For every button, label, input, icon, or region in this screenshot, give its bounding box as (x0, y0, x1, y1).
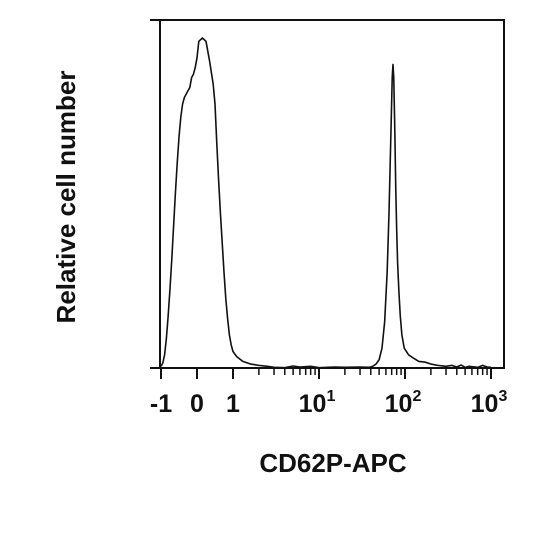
x-tick-labels: -1 0 1 101 102 103 (150, 388, 508, 418)
x-tick-label-4: 102 (385, 388, 422, 418)
x-tick-label-3: 101 (299, 388, 336, 418)
x-tick-label-1: 0 (190, 390, 204, 418)
series-line (160, 37, 492, 369)
x-tick-label-0: -1 (150, 390, 172, 418)
x-tick-label-2: 1 (226, 390, 240, 418)
x-major-ticks (160, 368, 492, 379)
plot-frame (159, 19, 505, 369)
x-minor-ticks (258, 368, 488, 375)
x-tick-label-5: 103 (471, 388, 508, 418)
x-axis-title: CD62P-APC (259, 448, 407, 478)
y-axis-title: Relative cell number (51, 71, 81, 324)
